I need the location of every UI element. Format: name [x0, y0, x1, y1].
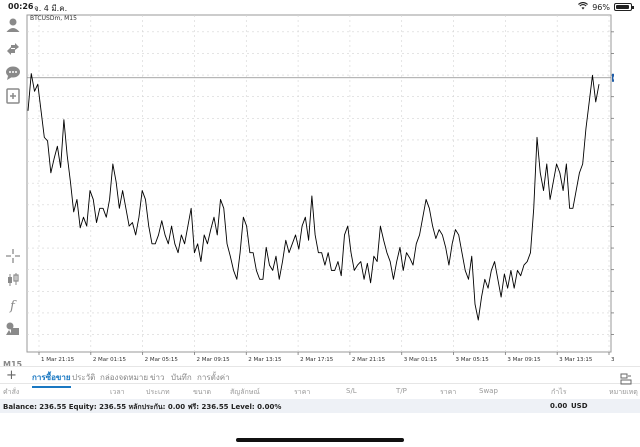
- tab-journal[interactable]: บันทึก: [171, 373, 192, 382]
- battery-icon: [614, 3, 634, 11]
- indicator-f-icon[interactable]: f: [4, 296, 22, 314]
- battery-fill: [616, 5, 630, 9]
- status-bar: 00:26 จ. 4 มี.ค. 96%: [0, 0, 640, 14]
- svg-text:f: f: [9, 299, 17, 313]
- col-size: ขนาด: [193, 388, 212, 396]
- balance-row: Balance: 236.55 Equity: 236.55 หลักประกั…: [0, 399, 640, 413]
- col-tp: T/P: [396, 387, 407, 395]
- tab-mailbox[interactable]: กล่องจดหมาย: [100, 373, 149, 382]
- chat-icon[interactable]: [4, 64, 22, 82]
- tab-settings[interactable]: การตั้งค่า: [197, 373, 230, 382]
- x-tick-label: 2 Mar 17:15: [300, 357, 334, 363]
- status-right: 96%: [578, 1, 634, 12]
- currency-label: USD: [571, 402, 588, 410]
- col-type: ประเภท: [146, 388, 170, 396]
- left-toolbar: f M15: [0, 14, 26, 369]
- x-tick-label: 2 Mar 09:15: [196, 357, 230, 363]
- current-price-tag: [612, 73, 614, 82]
- table-header: คำสั่ง เวลา ประเภท ขนาด สัญลักษณ์ ราคา S…: [0, 384, 640, 398]
- timeframe-button[interactable]: M15: [3, 360, 23, 369]
- chart-frame: [26, 14, 612, 353]
- col-profit: กำไร: [551, 388, 567, 396]
- col-symbol: สัญลักษณ์: [230, 388, 260, 396]
- objects-icon[interactable]: [4, 320, 22, 338]
- x-tick-label: 2 Mar 05:15: [145, 357, 179, 363]
- price-line-series: [27, 73, 600, 321]
- x-tick-label: 3 Mar 01:15: [404, 357, 438, 363]
- tab-trade[interactable]: การซื้อขาย: [32, 373, 71, 388]
- x-tick-label: 1 Mar 21:15: [41, 357, 75, 363]
- x-tick-label: 3 Mar 05:15: [456, 357, 490, 363]
- battery-percent: 96%: [592, 2, 610, 12]
- chart-canvas[interactable]: 63095.1062973.2062851.3062729.4062607.50…: [26, 14, 614, 366]
- crosshair-icon[interactable]: [4, 247, 22, 265]
- x-tick-label: 3 Mar 17:15: [611, 357, 614, 363]
- x-tick-label: 3 Mar 13:15: [559, 357, 593, 363]
- tab-news[interactable]: ข่าว: [150, 373, 165, 382]
- terminal-tabs: + การซื้อขาย ประวัติ กล่องจดหมาย ข่าว บั…: [0, 366, 640, 388]
- x-tick-label: 2 Mar 21:15: [352, 357, 386, 363]
- total-profit: 0.00: [550, 402, 568, 410]
- status-date: จ. 4 มี.ค.: [34, 4, 68, 13]
- trade-icon[interactable]: [4, 40, 22, 58]
- x-tick-label: 3 Mar 09:15: [507, 357, 541, 363]
- x-tick-label: 2 Mar 13:15: [248, 357, 282, 363]
- balance-text: Balance: 236.55 Equity: 236.55 หลักประกั…: [3, 403, 282, 411]
- x-tick-label: 2 Mar 01:15: [93, 357, 127, 363]
- account-icon[interactable]: [4, 16, 22, 34]
- status-time: 00:26: [8, 2, 34, 11]
- col-current-price: ราคา: [440, 388, 457, 396]
- col-sl: S/L: [346, 387, 357, 395]
- wifi-icon: [578, 1, 589, 12]
- col-comment: หมายเหตุ: [609, 388, 638, 396]
- col-time: เวลา: [110, 388, 125, 396]
- price-chart[interactable]: 63095.1062973.2062851.3062729.4062607.50…: [26, 14, 614, 366]
- current-price-label: 62836.03: [613, 76, 614, 82]
- col-price: ราคา: [294, 388, 311, 396]
- layout-icon[interactable]: [620, 370, 632, 385]
- chart-symbol-label: BTCUSDm, M15: [30, 15, 77, 22]
- new-window-icon[interactable]: [4, 87, 22, 105]
- home-indicator[interactable]: [236, 438, 404, 442]
- col-order: คำสั่ง: [3, 388, 20, 396]
- col-swap: Swap: [479, 387, 498, 395]
- candle-icon[interactable]: [4, 271, 22, 289]
- tab-history[interactable]: ประวัติ: [72, 373, 96, 382]
- add-icon[interactable]: +: [6, 368, 17, 383]
